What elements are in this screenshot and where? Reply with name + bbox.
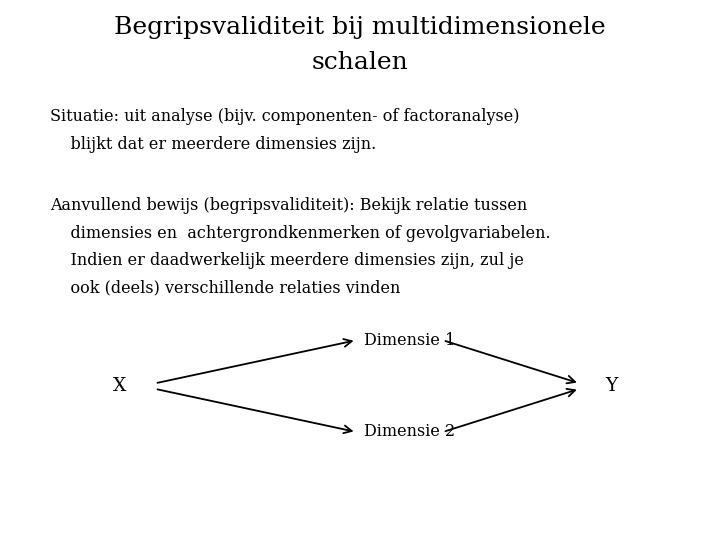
Text: Begripsvaliditeit bij multidimensionele: Begripsvaliditeit bij multidimensionele [114, 16, 606, 39]
Text: dimensies en  achtergrondkenmerken of gevolgvariabelen.: dimensies en achtergrondkenmerken of gev… [50, 225, 551, 241]
Text: blijkt dat er meerdere dimensies zijn.: blijkt dat er meerdere dimensies zijn. [50, 136, 377, 152]
Text: X: X [112, 377, 126, 395]
Text: Indien er daadwerkelijk meerdere dimensies zijn, zul je: Indien er daadwerkelijk meerdere dimensi… [50, 252, 524, 269]
Text: Dimensie 2: Dimensie 2 [364, 423, 455, 441]
Text: schalen: schalen [312, 51, 408, 75]
Text: Situatie: uit analyse (bijv. componenten- of factoranalyse): Situatie: uit analyse (bijv. componenten… [50, 108, 520, 125]
Text: Y: Y [605, 377, 617, 395]
Text: Aanvullend bewijs (begripsvaliditeit): Bekijk relatie tussen: Aanvullend bewijs (begripsvaliditeit): B… [50, 197, 528, 214]
Text: ook (deels) verschillende relaties vinden: ook (deels) verschillende relaties vinde… [50, 280, 401, 296]
Text: Dimensie 1: Dimensie 1 [364, 332, 455, 349]
